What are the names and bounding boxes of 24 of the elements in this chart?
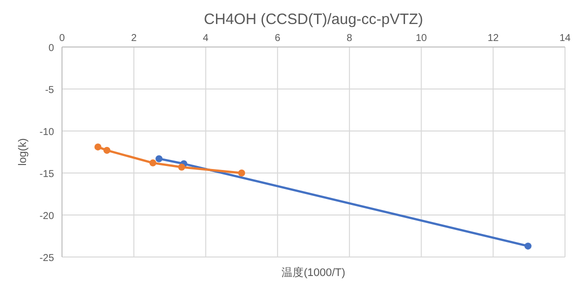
x-tick-label: 2 bbox=[131, 33, 138, 44]
point bbox=[103, 146, 110, 154]
y-axis-title: log(k) bbox=[17, 138, 29, 166]
y-tick-label: -5 bbox=[45, 85, 54, 96]
x-axis-title: 温度(1000/T) bbox=[282, 266, 346, 279]
y-tick-label: -10 bbox=[40, 127, 54, 138]
x-tick-label: 14 bbox=[559, 33, 571, 44]
point bbox=[238, 170, 246, 176]
x-tick-label: 0 bbox=[59, 33, 66, 44]
y-tick-label: -25 bbox=[40, 253, 54, 264]
point bbox=[156, 155, 163, 162]
x-tick-label: 4 bbox=[202, 33, 209, 44]
y-tick-label: -15 bbox=[40, 169, 54, 180]
point bbox=[94, 143, 102, 150]
point bbox=[178, 164, 186, 171]
point bbox=[149, 159, 156, 166]
x-tick-label: 6 bbox=[274, 33, 281, 44]
y-tick-label: -20 bbox=[40, 211, 54, 222]
x-tick-label: 12 bbox=[488, 33, 500, 44]
y-tick-label: 0 bbox=[48, 43, 54, 54]
x-tick-label: 10 bbox=[416, 33, 428, 44]
x-tick-label: 8 bbox=[346, 33, 353, 44]
point bbox=[524, 242, 532, 250]
chart-title: CH4OH (CCSD(T)/aug-cc-pVTZ) bbox=[204, 11, 424, 28]
